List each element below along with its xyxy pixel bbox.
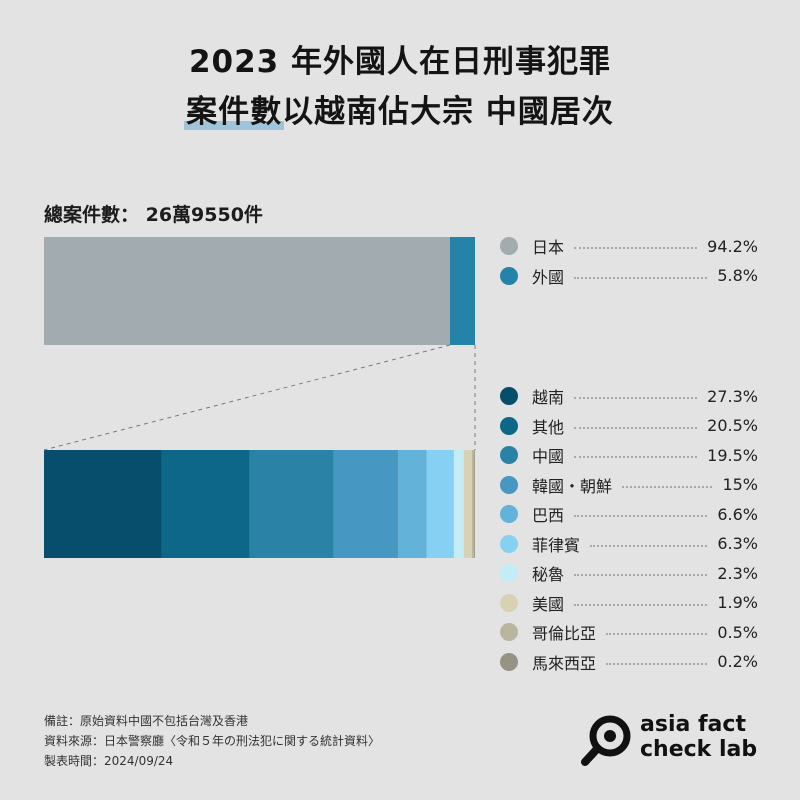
legend-value: 1.9% (717, 593, 758, 612)
chart-title-line-2: 案件數以越南佔大宗 中國居次 (0, 86, 800, 131)
total-cases-label: 總案件數： 26萬9550件 (44, 204, 263, 226)
bar-segment-哥倫比亞 (471, 450, 475, 558)
legend-value: 27.3% (707, 386, 758, 406)
bar-segment-菲律賓 (426, 450, 454, 558)
footer-source: 資料來源：日本警察廳〈令和５年の刑法犯に関する統計資料〉 (44, 734, 381, 748)
bar-segment-巴西 (398, 450, 427, 558)
legend-item-外國: 外國 5.8% (500, 265, 758, 287)
legend-swatch (500, 446, 518, 464)
bar-segment-越南 (44, 450, 162, 558)
legend-swatch (500, 564, 518, 582)
legend-swatch (500, 387, 518, 405)
footer-date: 製表時間：2024/09/24 (44, 754, 174, 768)
legend-leader-dots (574, 515, 708, 517)
logo-text-line-1: asia fact (640, 712, 746, 737)
logo-text-line-2: check lab (640, 737, 758, 762)
legend-label: 菲律賓 (532, 535, 581, 555)
legend-leader-dots (574, 603, 708, 606)
legend-item-巴西: 巴西 6.6% (500, 503, 758, 525)
legend-swatch (500, 475, 518, 494)
bar-segment-中國 (249, 450, 334, 558)
legend-label: 韓國・朝鮮 (532, 476, 613, 496)
legend-leader-dots (606, 633, 708, 635)
legend-value: 6.6% (717, 504, 758, 524)
legend-value: 15% (722, 475, 758, 494)
legend-value: 0.2% (717, 652, 758, 671)
footer-note: 備註：原始資料中國不包括台灣及香港 (44, 714, 249, 728)
legend-item-越南: 越南 27.3% (500, 385, 758, 407)
legend-value: 6.3% (717, 534, 758, 553)
legend-leader-dots (590, 544, 708, 547)
legend-swatch (500, 237, 518, 255)
legend-leader-dots (606, 662, 708, 665)
legend-value: 2.3% (717, 563, 758, 583)
title-highlight: 案件數 (184, 86, 285, 131)
legend-swatch (500, 534, 518, 553)
connector-line-left (43, 344, 451, 451)
bar-segment-其他 (161, 450, 250, 558)
chart-title-line-1: 2023 年外國人在日刑事犯罪 (188, 44, 612, 80)
legend-value: 20.5% (707, 416, 758, 435)
legend-leader-dots (574, 456, 698, 458)
legend-swatch (500, 593, 518, 612)
legend-label: 越南 (532, 388, 565, 407)
legend-label: 日本 (532, 238, 565, 257)
legend-item-其他: 其他 20.5% (500, 415, 758, 437)
legend-leader-dots (574, 247, 698, 249)
bar-segment-日本 (44, 237, 450, 345)
magnifier-logo-icon (581, 715, 631, 766)
legend-label: 哥倫比亞 (532, 624, 597, 643)
legend-label: 巴西 (532, 506, 565, 525)
title-rest: 以越南佔大宗 中國居次 (282, 94, 614, 130)
legend-label: 外國 (532, 267, 565, 287)
legend-value: 19.5% (707, 445, 758, 465)
legend-swatch (500, 505, 518, 523)
bar-segment-韓國・朝鮮 (333, 450, 399, 558)
legend-item-秘魯: 秘魯 2.3% (500, 562, 758, 584)
legend-value: 94.2% (707, 236, 758, 256)
legend-item-菲律賓: 菲律賓 6.3% (500, 533, 758, 555)
legend-leader-dots (574, 574, 708, 576)
legend-label: 中國 (532, 447, 565, 466)
legend-item-韓國・朝鮮: 韓國・朝鮮 15% (500, 474, 758, 496)
legend-item-美國: 美國 1.9% (500, 592, 758, 614)
legend-leader-dots (574, 276, 708, 279)
legend-swatch (500, 623, 518, 641)
legend-label: 秘魯 (532, 565, 565, 584)
legend-item-馬來西亞: 馬來西亞 0.2% (500, 651, 758, 673)
bar-segment-外國 (450, 237, 475, 345)
legend-leader-dots (574, 397, 698, 399)
legend-value: 5.8% (717, 266, 758, 285)
asia-fact-check-lab-logo: asia fact check lab (580, 712, 770, 772)
legend-item-中國: 中國 19.5% (500, 444, 758, 466)
legend-label: 馬來西亞 (532, 653, 597, 673)
legend-swatch (500, 652, 518, 671)
legend-leader-dots (574, 426, 698, 429)
legend-item-日本: 日本 94.2% (500, 235, 758, 257)
legend-label: 其他 (532, 417, 565, 437)
legend-leader-dots (622, 485, 713, 488)
bar-segment-美國 (463, 450, 472, 558)
legend-swatch (500, 416, 518, 435)
legend-value: 0.5% (717, 622, 758, 642)
legend-swatch (500, 266, 518, 285)
bar-segment-馬來西亞 (474, 450, 475, 558)
legend-label: 美國 (532, 594, 565, 614)
bar-segment-秘魯 (453, 450, 464, 558)
legend-item-哥倫比亞: 哥倫比亞 0.5% (500, 621, 758, 643)
